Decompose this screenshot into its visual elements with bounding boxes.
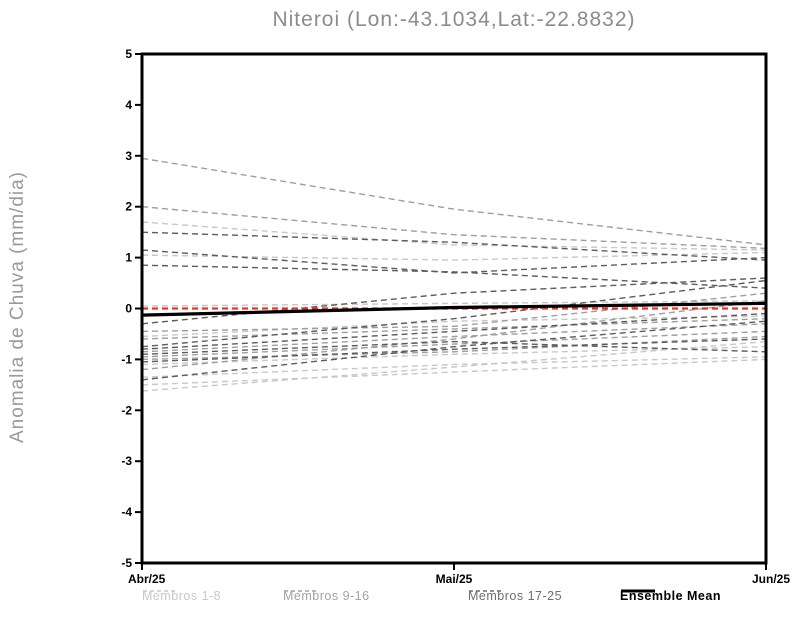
y-tick-label: 0: [125, 302, 132, 316]
member-line: [141, 358, 767, 386]
ensemble-mean-line-sample: [621, 589, 655, 593]
legend-item-membros-17-25: Membros 17-25: [468, 588, 562, 604]
member-line: [141, 340, 767, 392]
membros-1-8-line-sample: [143, 590, 175, 592]
membros-17-25-line-sample: [469, 590, 501, 592]
y-tick-label: 3: [125, 149, 132, 163]
y-tick-label: -4: [121, 505, 132, 519]
x-tick-label: Abr/25: [128, 572, 166, 586]
y-tick-label: 1: [125, 251, 132, 265]
legend-item-membros-1-8: Membros 1-8: [142, 588, 221, 604]
x-tick-label: Mai/25: [436, 572, 473, 586]
member-line: [141, 264, 767, 289]
chart-legend: Membros 1-8 Membros 9-16 Membros 17-25 E…: [0, 588, 800, 608]
member-line: [141, 312, 767, 350]
y-tick-label: -1: [121, 352, 132, 366]
member-line: [141, 330, 767, 358]
y-tick-label: 5: [125, 47, 132, 61]
legend-label-membros-9-16: Membros 9-16: [283, 589, 370, 603]
member-line: [141, 318, 767, 340]
member-line: [141, 300, 767, 371]
member-line: [141, 356, 767, 378]
member-line: [141, 231, 767, 261]
chart-title: Niteroi (Lon:-43.1034,Lat:-22.8832): [272, 8, 636, 31]
member-line: [141, 279, 767, 348]
member-line: [141, 320, 767, 381]
member-line: [141, 206, 767, 250]
y-tick-label: 2: [125, 200, 132, 214]
y-tick-label: 4: [125, 98, 132, 112]
member-line: [141, 249, 767, 274]
legend-item-ensemble-mean: Ensemble Mean: [620, 588, 721, 604]
y-tick-label: -2: [121, 403, 132, 417]
ensemble-mean-line: [141, 301, 767, 317]
member-line: [141, 346, 767, 366]
y-tick-label: -3: [121, 454, 132, 468]
member-line: [141, 300, 767, 307]
y-tick-label: -5: [121, 556, 132, 570]
member-line: [141, 251, 767, 261]
member-line: [141, 157, 767, 246]
membros-9-16-line-sample: [284, 590, 316, 592]
member-line: [141, 338, 767, 363]
member-line: [141, 323, 767, 353]
legend-item-membros-9-16: Membros 9-16: [283, 588, 370, 604]
legend-label-membros-1-8: Membros 1-8: [142, 589, 222, 603]
x-tick-label: Jun/25: [752, 572, 790, 586]
member-line: [141, 221, 767, 251]
member-line: [141, 315, 767, 338]
legend-label-membros-17-25: Membros 17-25: [468, 589, 563, 603]
member-line: [141, 340, 767, 355]
member-line: [141, 335, 767, 361]
